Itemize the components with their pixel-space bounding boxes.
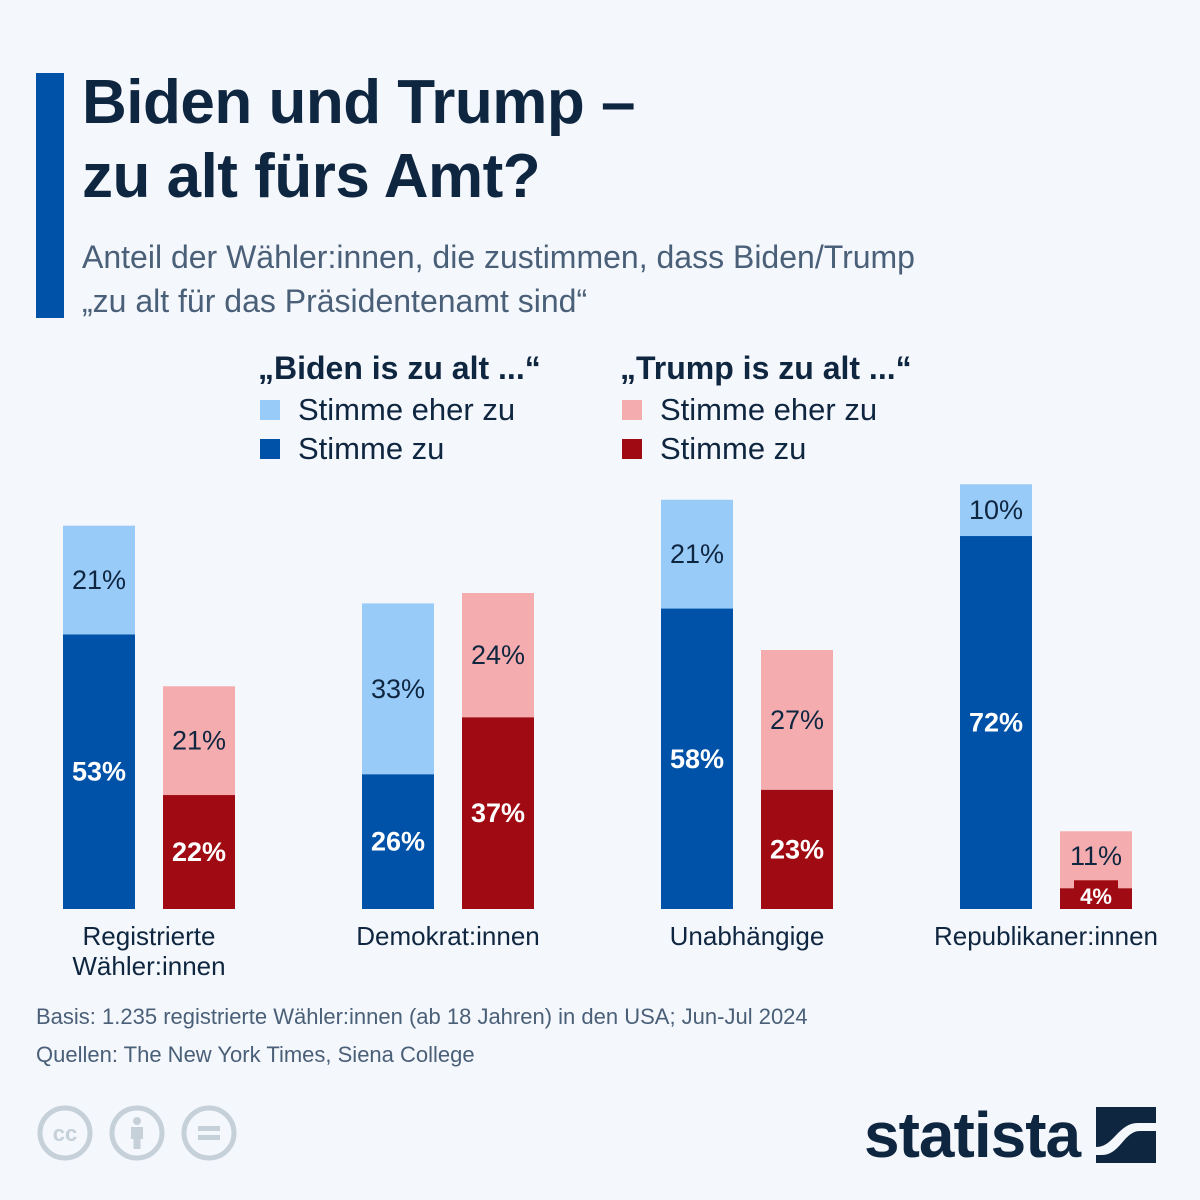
bar-trump-zu	[1060, 888, 1132, 909]
page-title: Biden und Trump – zu alt fürs Amt?	[82, 66, 1162, 214]
footer-basis: Basis: 1.235 registrierte Wähler:innen (…	[36, 1004, 808, 1029]
bar-biden-zu	[960, 536, 1032, 909]
data-label-biden-zu: 58%	[670, 744, 724, 774]
bar-biden-eher-zu	[960, 484, 1032, 537]
data-label-biden-zu: 72%	[969, 708, 1023, 738]
footer: Basis: 1.235 registrierte Wähler:innen (…	[36, 998, 808, 1074]
subtitle-line-1: Anteil der Wähler:innen, die zustimmen, …	[82, 239, 915, 275]
legend-label: Stimme zu	[298, 430, 445, 466]
bar-biden-eher-zu	[661, 499, 733, 609]
svg-text:cc: cc	[53, 1121, 77, 1146]
legend-label: Stimme eher zu	[298, 391, 516, 427]
legend-item-trump-eher: Stimme eher zu	[622, 390, 912, 429]
license-icons: cc	[36, 1104, 238, 1162]
label-tab-trump-zu	[1074, 880, 1118, 891]
data-label-biden-eher-zu: 21%	[670, 539, 724, 569]
title-line-2: zu alt fürs Amt?	[82, 142, 541, 211]
data-label-biden-eher-zu: 10%	[969, 495, 1023, 525]
subtitle: Anteil der Wähler:innen, die zustimmen, …	[82, 235, 1182, 323]
legend-trump: „Trump is zu alt ...“ Stimme eher zu Sti…	[620, 346, 912, 468]
data-label-trump-eher-zu: 24%	[471, 640, 525, 670]
category-label: Registrierte	[83, 921, 216, 951]
no-derivatives-icon[interactable]	[180, 1104, 238, 1162]
legend-label: Stimme eher zu	[660, 391, 878, 427]
legend-item-biden-eher: Stimme eher zu	[260, 390, 541, 429]
legend-item-biden-zu: Stimme zu	[260, 429, 541, 468]
bar-trump-zu	[163, 795, 235, 909]
category-label: Republikaner:innen	[934, 921, 1158, 951]
statista-logo[interactable]: statista	[864, 1095, 1157, 1175]
data-label-trump-eher-zu: 27%	[770, 705, 824, 735]
bar-trump-zu	[761, 789, 833, 909]
bar-trump-eher-zu	[761, 650, 833, 790]
legend-swatch-trump-zu	[622, 438, 642, 459]
bar-trump-eher-zu	[1060, 831, 1132, 889]
bar-trump-eher-zu	[163, 686, 235, 796]
statista-wordmark: statista	[864, 1099, 1081, 1171]
legend-swatch-biden-eher	[260, 399, 280, 420]
legend-biden-title: „Biden is zu alt ...“	[258, 350, 541, 386]
bar-biden-zu	[362, 774, 434, 909]
data-label-biden-eher-zu: 21%	[72, 565, 126, 595]
bar-trump-eher-zu	[462, 593, 534, 718]
legend-swatch-trump-eher	[622, 399, 642, 420]
category-label: Wähler:innen	[72, 951, 225, 981]
bar-trump-zu	[462, 717, 534, 909]
legend-label: Stimme zu	[660, 430, 807, 466]
footer-sources: Quellen: The New York Times, Siena Colle…	[36, 1042, 475, 1067]
attribution-icon[interactable]	[108, 1104, 166, 1162]
data-label-biden-eher-zu: 33%	[371, 674, 425, 704]
statista-logo-icon	[1096, 1107, 1157, 1163]
legend-trump-title: „Trump is zu alt ...“	[620, 350, 912, 386]
data-label-biden-zu: 53%	[72, 757, 126, 787]
category-label: Demokrat:innen	[356, 921, 540, 951]
title-line-1: Biden und Trump –	[82, 68, 635, 137]
bar-biden-zu	[63, 634, 135, 909]
category-label: Unabhängige	[670, 921, 825, 951]
cc-icon[interactable]: cc	[36, 1104, 94, 1162]
data-label-trump-zu: 22%	[172, 837, 226, 867]
data-label-trump-eher-zu: 21%	[172, 726, 226, 756]
bar-biden-zu	[661, 608, 733, 909]
data-label-trump-zu: 23%	[770, 834, 824, 864]
data-label-biden-zu: 26%	[371, 827, 425, 857]
legend-item-trump-zu: Stimme zu	[622, 429, 912, 468]
bar-biden-eher-zu	[63, 525, 135, 635]
data-label-trump-eher-zu: 11%	[1070, 841, 1122, 871]
legend-swatch-biden-zu	[260, 438, 280, 459]
bar-biden-eher-zu	[362, 603, 434, 775]
legend-biden: „Biden is zu alt ...“ Stimme eher zu Sti…	[258, 346, 541, 468]
title-accent-bar	[36, 73, 64, 318]
subtitle-line-2: „zu alt für das Präsidentenamt sind“	[82, 283, 588, 319]
data-label-trump-zu: 37%	[471, 798, 525, 828]
data-label-trump-zu: 4%	[1080, 884, 1112, 909]
